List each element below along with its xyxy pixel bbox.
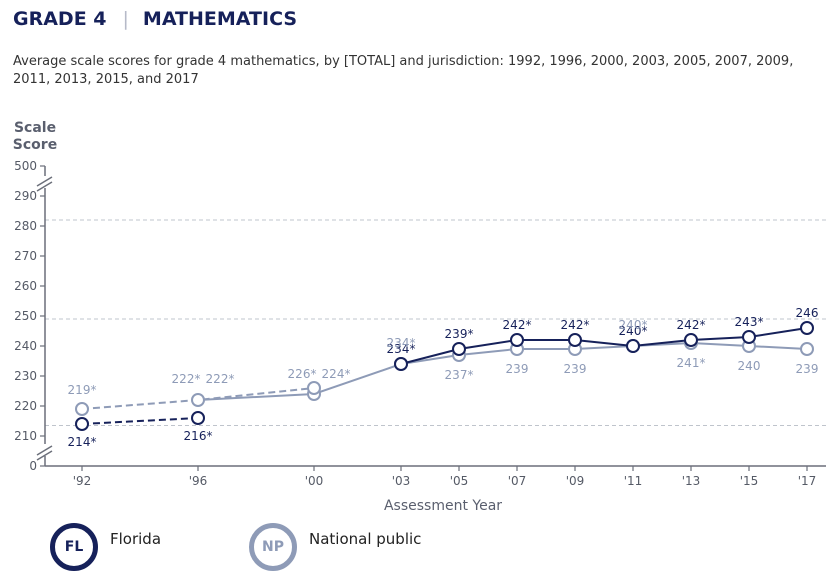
y-axis-break xyxy=(36,176,53,187)
y-tick-label: 230 xyxy=(14,369,37,383)
legend-label-national-public: National public xyxy=(309,530,422,548)
fl-data-label: 242* xyxy=(677,318,706,332)
fl-line-solid xyxy=(400,327,808,365)
chart-header: GRADE 4 | MATHEMATICS xyxy=(13,8,297,30)
x-tick-label: '09 xyxy=(566,474,585,488)
x-tick-label: '92 xyxy=(73,474,92,488)
np-data-label: 239 xyxy=(796,362,819,376)
legend-badge-fl: FL xyxy=(50,523,98,571)
y-axis-break-bottom xyxy=(36,450,53,461)
x-tick-label: '17 xyxy=(798,474,817,488)
y-axis-break-bottom xyxy=(36,445,53,456)
y-tick-label: 260 xyxy=(14,279,37,293)
fl-point xyxy=(191,411,205,425)
y-tick-label: 290 xyxy=(14,189,37,203)
y-tick-label: 500 xyxy=(14,159,37,173)
fl-data-label: 239* xyxy=(445,327,474,341)
x-tick-label: '00 xyxy=(305,474,324,488)
fl-data-label: 246 xyxy=(796,306,819,320)
y-tick-label: 220 xyxy=(14,399,37,413)
np-data-label: 219* xyxy=(68,383,97,397)
y-axis-title-line: Scale xyxy=(14,120,56,136)
np-data-label: 239 xyxy=(564,362,587,376)
legend-badge-np: NP xyxy=(249,523,297,571)
x-tick-label: '96 xyxy=(189,474,208,488)
np-data-label: 234* xyxy=(387,336,416,350)
fl-point xyxy=(510,333,524,347)
np-point xyxy=(800,342,814,356)
fl-point xyxy=(394,357,408,371)
np-data-label: 237* xyxy=(445,368,474,382)
subject-title: MATHEMATICS xyxy=(142,8,298,30)
fl-point xyxy=(742,330,756,344)
x-tick-label: '11 xyxy=(624,474,643,488)
np-point xyxy=(75,402,89,416)
y-tick-label: 250 xyxy=(14,309,37,323)
np-data-label: 222* xyxy=(206,372,235,386)
fl-data-label: 214* xyxy=(68,435,97,449)
legend-label-florida: Florida xyxy=(110,530,162,548)
grade-title: GRADE 4 xyxy=(13,8,107,30)
fl-point xyxy=(452,342,466,356)
fl-point xyxy=(626,339,640,353)
fl-data-label: 216* xyxy=(184,429,213,443)
np-data-label: 240* xyxy=(619,318,648,332)
x-tick-label: '03 xyxy=(392,474,411,488)
np-data-label: 240 xyxy=(738,359,761,373)
x-tick-label: '15 xyxy=(740,474,759,488)
np-data-label: 222* xyxy=(172,372,201,386)
np-data-label: 224* xyxy=(322,367,351,381)
np-data-label: 241* xyxy=(677,356,706,370)
fl-data-label: 242* xyxy=(561,318,590,332)
fl-point xyxy=(75,417,89,431)
fl-point xyxy=(568,333,582,347)
np-point xyxy=(307,381,321,395)
legend-item-florida: FL Florida xyxy=(50,523,161,571)
x-axis-title: Assessment Year xyxy=(384,498,502,514)
legend-item-national-public: NP National public xyxy=(249,523,421,571)
x-tick-label: '07 xyxy=(508,474,527,488)
fl-data-label: 243* xyxy=(735,315,764,329)
y-tick-label: 280 xyxy=(14,219,37,233)
y-tick-label: 240 xyxy=(14,339,37,353)
np-data-label: 226* xyxy=(288,367,317,381)
np-line-solid xyxy=(197,341,808,401)
fl-line-dashed xyxy=(81,417,199,425)
y-tick-label: 0 xyxy=(29,459,37,473)
fl-point xyxy=(800,321,814,335)
header-separator: | xyxy=(122,8,129,30)
y-tick-label: 270 xyxy=(14,249,37,263)
np-point xyxy=(191,393,205,407)
fl-data-label: 240* xyxy=(619,324,648,338)
y-axis-title-line: Score xyxy=(13,137,57,153)
x-tick-label: '13 xyxy=(682,474,701,488)
chart-subtitle: Average scale scores for grade 4 mathema… xyxy=(13,54,794,87)
x-tick-label: '05 xyxy=(450,474,469,488)
y-axis-break xyxy=(36,181,53,192)
fl-point xyxy=(684,333,698,347)
np-data-label: 239 xyxy=(506,362,529,376)
y-tick-label: 210 xyxy=(14,429,37,443)
fl-data-label: 242* xyxy=(503,318,532,332)
fl-data-label: 234* xyxy=(387,342,416,356)
